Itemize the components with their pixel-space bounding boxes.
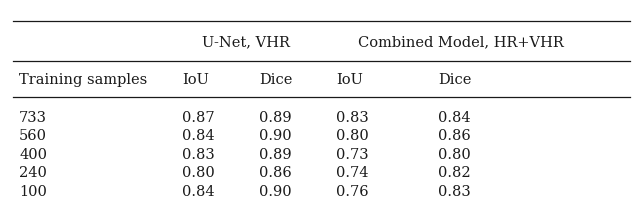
Text: Dice: Dice [259, 73, 292, 86]
Text: IoU: IoU [182, 73, 209, 86]
Text: 733: 733 [19, 110, 47, 124]
Text: U-Net, VHR: U-Net, VHR [202, 35, 291, 49]
Text: 240: 240 [19, 165, 47, 179]
Text: 0.87: 0.87 [182, 110, 215, 124]
Text: 0.89: 0.89 [259, 147, 292, 161]
Text: 0.80: 0.80 [336, 129, 369, 143]
Text: 0.80: 0.80 [182, 165, 215, 179]
Text: 0.82: 0.82 [438, 165, 471, 179]
Text: 0.83: 0.83 [438, 184, 471, 198]
Text: 0.84: 0.84 [182, 184, 215, 198]
Text: 0.84: 0.84 [438, 110, 471, 124]
Text: Dice: Dice [438, 73, 472, 86]
Text: 0.86: 0.86 [438, 129, 471, 143]
Text: 0.83: 0.83 [336, 110, 369, 124]
Text: 0.90: 0.90 [259, 184, 292, 198]
Text: 100: 100 [19, 184, 47, 198]
Text: IoU: IoU [336, 73, 363, 86]
Text: 0.84: 0.84 [182, 129, 215, 143]
Text: 0.74: 0.74 [336, 165, 369, 179]
Text: 0.73: 0.73 [336, 147, 369, 161]
Text: 0.86: 0.86 [259, 165, 292, 179]
Text: 0.89: 0.89 [259, 110, 292, 124]
Text: 0.83: 0.83 [182, 147, 215, 161]
Text: Combined Model, HR+VHR: Combined Model, HR+VHR [358, 35, 564, 49]
Text: 0.76: 0.76 [336, 184, 369, 198]
Text: 0.80: 0.80 [438, 147, 471, 161]
Text: Training samples: Training samples [19, 73, 147, 86]
Text: 400: 400 [19, 147, 47, 161]
Text: 560: 560 [19, 129, 47, 143]
Text: 0.90: 0.90 [259, 129, 292, 143]
